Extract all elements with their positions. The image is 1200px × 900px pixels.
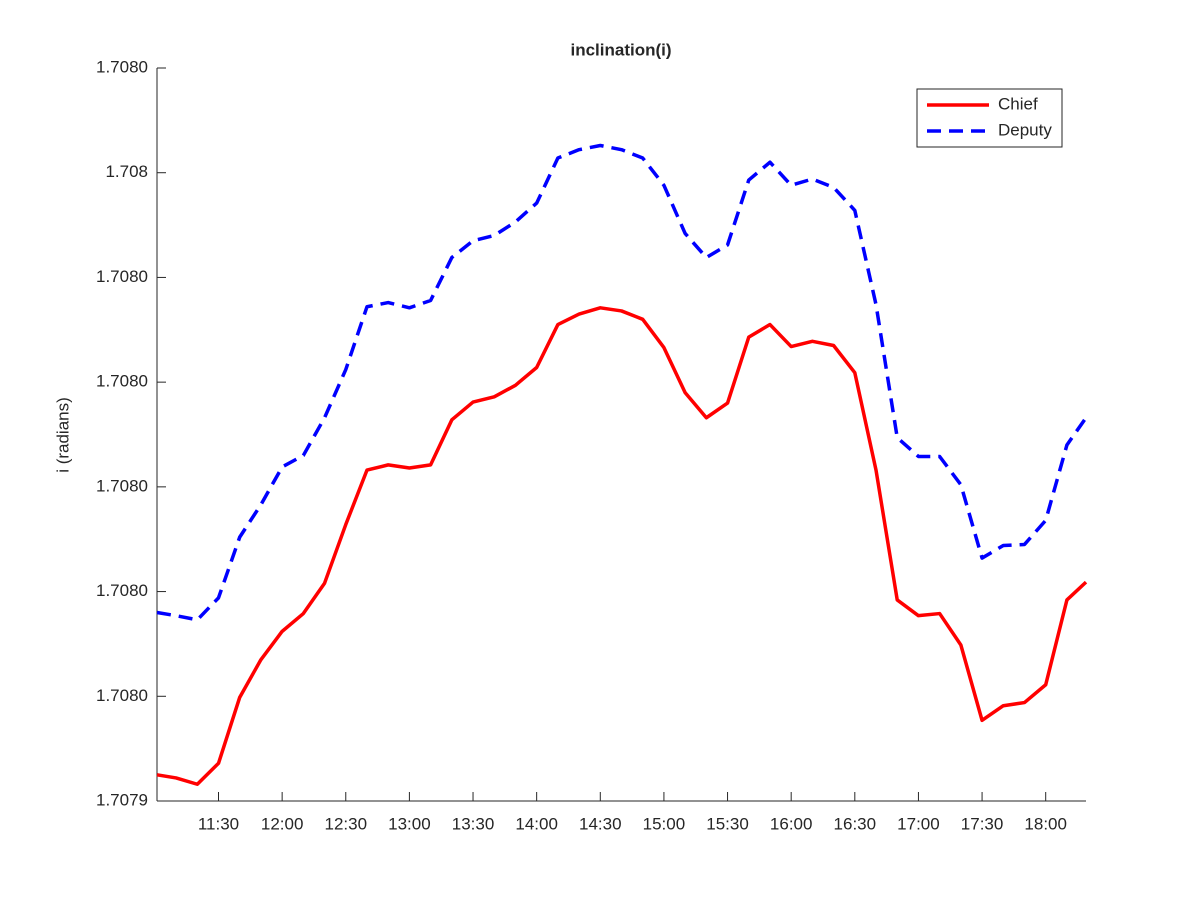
chart-title: inclination(i) (570, 40, 671, 59)
x-tick-label: 16:00 (770, 814, 813, 833)
y-axis-label: i (radians) (53, 397, 72, 473)
y-tick-label: 1.7080 (96, 372, 148, 391)
x-tick-label: 12:00 (261, 814, 304, 833)
y-tick-label: 1.7079 (96, 790, 148, 809)
data-line (156, 306, 1088, 786)
x-tick-label: 13:30 (452, 814, 495, 833)
x-tick-label: 17:00 (897, 814, 940, 833)
x-tick-label: 12:30 (324, 814, 367, 833)
x-tick-label: 18:00 (1024, 814, 1067, 833)
y-tick-label: 1.7080 (96, 267, 148, 286)
x-tick-label: 13:00 (388, 814, 431, 833)
y-tick-label: 1.708 (105, 162, 148, 181)
y-tick-label: 1.7080 (96, 476, 148, 495)
legend-box (916, 88, 1063, 148)
y-tick-label: 1.7080 (96, 57, 148, 76)
y-tick-label: 1.7080 (96, 686, 148, 705)
y-tick-label: 1.7080 (96, 581, 148, 600)
x-tick-label: 14:00 (515, 814, 558, 833)
data-line (156, 143, 1088, 622)
x-tick-label: 15:00 (643, 814, 686, 833)
x-tick-label: 16:30 (834, 814, 877, 833)
x-tick-label: 17:30 (961, 814, 1004, 833)
legend-label: Deputy (998, 120, 1052, 139)
x-tick-label: 11:30 (198, 814, 239, 833)
x-tick-label: 14:30 (579, 814, 622, 833)
legend-label: Chief (998, 94, 1038, 113)
x-tick-label: 15:30 (706, 814, 749, 833)
